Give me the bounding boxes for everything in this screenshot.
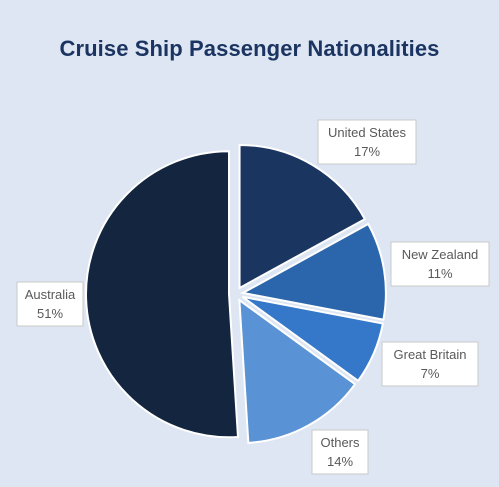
labels-layer: United States 17% New Zealand 11% Great Brit… <box>16 119 490 475</box>
data-label-box <box>390 241 490 287</box>
data-label-great-britain: Great Britain 7% <box>381 341 479 387</box>
data-label-value: 51% <box>37 306 63 321</box>
pie-slice-great-britain <box>241 295 385 383</box>
data-label-australia: Australia 51% <box>16 281 84 327</box>
pie-slice-united-states <box>238 143 367 290</box>
pie-slice-australia <box>85 150 240 439</box>
chart-title: Cruise Ship Passenger Nationalities <box>59 36 440 61</box>
pie-slice-new-zealand <box>239 222 387 321</box>
data-label-box <box>311 429 369 475</box>
data-label-new-zealand: New Zealand 11% <box>390 241 490 287</box>
pie-slice-others <box>238 298 357 444</box>
data-label-name: Great Britain <box>394 347 467 362</box>
data-label-value: 11% <box>427 266 452 281</box>
data-label-box <box>317 119 417 165</box>
data-label-value: 7% <box>421 366 440 381</box>
data-label-name: Others <box>320 435 360 450</box>
data-label-box <box>381 341 479 387</box>
slices-layer <box>85 143 387 444</box>
data-label-box <box>16 281 84 327</box>
data-label-name: United States <box>328 125 407 140</box>
data-label-name: Australia <box>25 287 76 302</box>
data-label-others: Others 14% <box>311 429 369 475</box>
data-label-value: 17% <box>354 144 380 159</box>
data-label-united-states: United States 17% <box>317 119 417 165</box>
data-label-value: 14% <box>327 454 353 469</box>
data-label-name: New Zealand <box>402 247 479 262</box>
